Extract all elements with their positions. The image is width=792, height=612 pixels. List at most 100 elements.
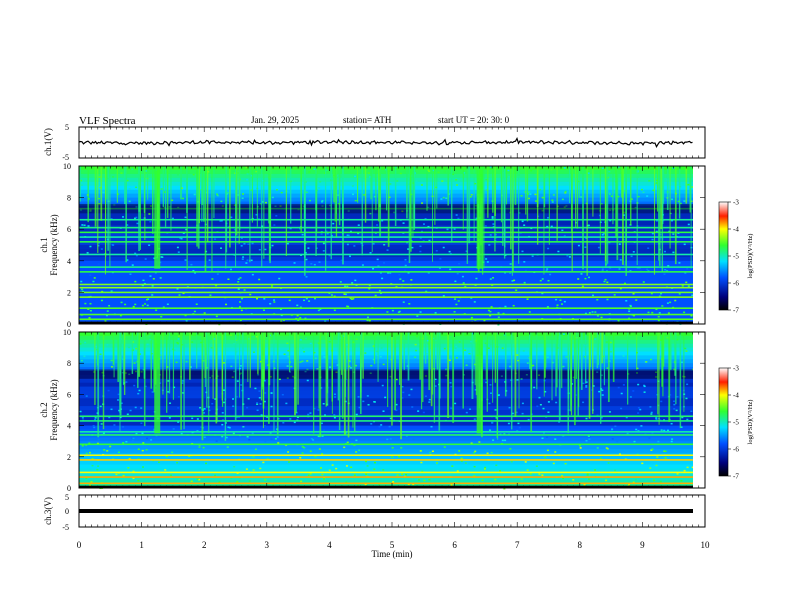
spectrogram-noise <box>97 244 100 247</box>
spectrogram-background <box>79 229 693 234</box>
spectrogram-noise <box>314 357 317 360</box>
spectrogram-noise <box>263 400 266 403</box>
spectrogram-noise <box>219 220 222 222</box>
spectrogram-spheric <box>285 166 288 256</box>
spectrogram-background <box>79 421 693 427</box>
spectrogram-spheric <box>471 332 474 399</box>
spectrogram-no-data <box>693 166 705 324</box>
spectrogram-noise <box>146 437 149 440</box>
spectrogram-noise <box>176 461 179 464</box>
spectrogram-noise <box>587 224 590 227</box>
spectrogram-noise <box>149 275 152 277</box>
spectrogram-spheric <box>263 332 266 381</box>
spectrogram-noise <box>407 248 410 250</box>
spectrogram-spheric <box>143 332 146 379</box>
spectrogram-background <box>79 308 693 313</box>
spectrogram-noise <box>255 170 258 173</box>
spectrogram-noise <box>120 301 123 304</box>
spectrogram-noise <box>649 406 652 408</box>
spectrogram-noise <box>226 187 229 190</box>
spectrogram-noise <box>450 385 453 388</box>
spectrogram-noise <box>686 418 689 421</box>
spectrogram-noise <box>564 462 567 465</box>
spectrogram-noise <box>574 394 577 396</box>
spectrogram-noise <box>660 429 663 431</box>
spectrogram-noise <box>232 432 235 435</box>
spectrogram-spheric <box>674 166 677 265</box>
x-tick-label: 5 <box>390 540 395 550</box>
spectrogram-noise <box>171 199 174 202</box>
spectrogram-spheric <box>462 332 464 409</box>
ch3-ytick-bottom: -5 <box>62 523 69 532</box>
spectrogram-noise <box>254 387 257 390</box>
spectrogram-noise <box>617 386 620 389</box>
spectrogram-noise <box>577 278 580 280</box>
spectrogram-noise <box>372 345 375 347</box>
spectrogram-noise <box>402 301 405 303</box>
spectrogram-noise <box>100 423 103 425</box>
spectrogram-noise <box>494 478 497 481</box>
spectrogram-noise <box>297 319 300 321</box>
spectrogram-band <box>79 241 693 243</box>
colorbar-tick-label: -4 <box>733 226 739 234</box>
spectrogram-noise <box>504 305 507 308</box>
spectrogram-noise <box>491 421 494 424</box>
spectrogram-noise <box>240 245 243 247</box>
spectrogram-noise <box>422 223 425 225</box>
spectrogram-noise <box>139 353 142 355</box>
spectrogram-noise <box>99 405 102 408</box>
spectrogram-noise <box>246 406 249 409</box>
spectrogram-spheric <box>658 166 660 261</box>
x-tick-label: 8 <box>578 540 583 550</box>
spectrogram-noise <box>534 193 537 196</box>
spectrogram-spheric <box>335 166 337 214</box>
spectrogram-noise <box>106 310 109 312</box>
spectrogram-noise <box>463 172 466 174</box>
spectrogram-spheric <box>528 332 531 369</box>
spectrogram-noise <box>352 298 355 300</box>
spectrogram-noise <box>333 393 336 396</box>
spectrogram-noise <box>608 411 611 413</box>
colorbar-tick-label: -7 <box>733 307 739 315</box>
spectrogram-noise <box>450 407 453 409</box>
spectrogram-noise <box>317 309 320 312</box>
spectrogram-spheric <box>678 166 681 219</box>
spectrogram-band <box>79 459 693 461</box>
spectrogram-spheric <box>203 166 205 222</box>
spectrogram-noise <box>88 451 91 454</box>
spectrogram-spheric <box>663 166 665 204</box>
spectrogram-noise <box>177 421 180 423</box>
spectrogram-noise <box>560 303 563 305</box>
spectrogram-background <box>79 410 693 415</box>
spectrogram-noise <box>404 258 407 261</box>
spectrogram-noise <box>171 348 174 350</box>
spectrogram-noise <box>81 224 84 226</box>
spectrogram-noise <box>319 308 322 310</box>
spectrogram-noise <box>132 470 135 473</box>
spectrogram-spheric <box>580 332 583 390</box>
spectrogram-noise <box>119 177 122 180</box>
spectrogram-noise <box>410 388 413 391</box>
spectrogram-noise <box>334 396 337 398</box>
spectrogram-noise <box>367 404 370 406</box>
spectrogram-noise <box>602 232 605 235</box>
spectrogram-spheric <box>500 166 503 223</box>
spectrogram-spheric <box>107 166 109 251</box>
spectrogram-noise <box>323 356 326 358</box>
spectrogram-noise <box>320 233 323 235</box>
spectrogram-noise <box>483 468 486 470</box>
spectrogram-noise <box>312 439 315 441</box>
spectrogram-noise <box>637 406 640 409</box>
spectrogram-noise <box>372 267 375 270</box>
spectrogram-background <box>79 441 693 446</box>
spectrogram-noise <box>211 402 214 405</box>
spectrogram-noise <box>405 473 408 476</box>
spectrogram-band <box>79 286 693 289</box>
spectrogram-noise <box>401 473 404 475</box>
spectrogram-noise <box>221 423 224 426</box>
spectrogram-background <box>79 355 693 360</box>
spectrogram-noise <box>645 361 648 363</box>
spectrogram-spheric <box>340 332 343 375</box>
spectrogram-noise <box>325 169 328 171</box>
spectrogram-background <box>79 296 693 301</box>
